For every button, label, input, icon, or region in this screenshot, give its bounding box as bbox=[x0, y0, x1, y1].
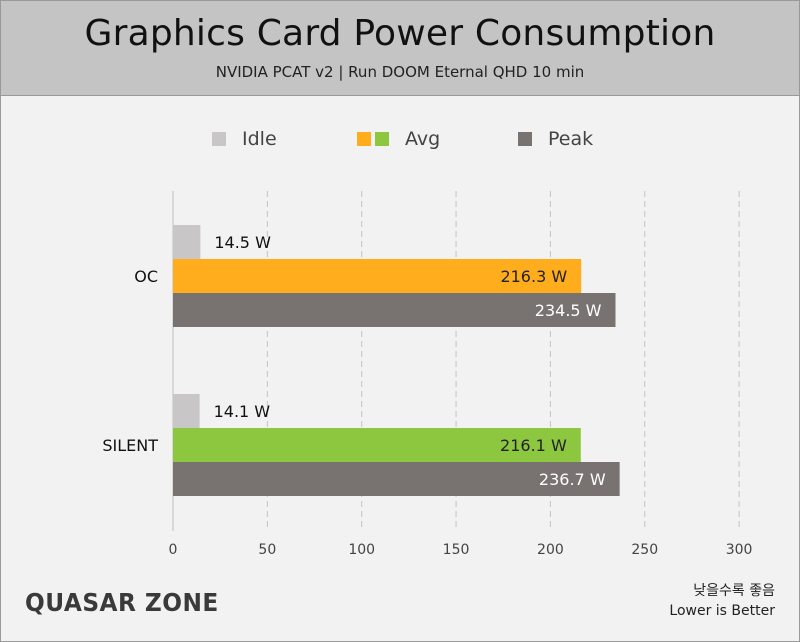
legend-avg-swatch-orange bbox=[357, 132, 371, 146]
bar-avg bbox=[173, 259, 582, 293]
legend-idle-swatch bbox=[212, 132, 226, 146]
legend-peak: Peak bbox=[518, 128, 593, 150]
legend-idle-label: Idle bbox=[242, 128, 277, 150]
legend-idle: Idle bbox=[212, 128, 277, 150]
bar-peak bbox=[173, 293, 616, 327]
legend-avg-swatch-green bbox=[375, 132, 389, 146]
chart-header: Graphics Card Power Consumption NVIDIA P… bbox=[1, 1, 799, 96]
lower-is-better-note: 낮을수록 좋음 Lower is Better bbox=[669, 581, 775, 621]
bar-peak bbox=[173, 462, 620, 496]
bar-idle bbox=[173, 394, 200, 428]
note-english: Lower is Better bbox=[669, 603, 775, 619]
category-label: SILENT bbox=[102, 436, 158, 455]
legend-peak-swatch bbox=[518, 132, 532, 146]
bar-avg bbox=[173, 428, 581, 462]
bar-chart: 0 50 100 150 200 250 300 OC 14.5 W 216.3 W 234.5 W… bbox=[102, 191, 753, 558]
data-label: 236.7 W bbox=[539, 470, 606, 489]
legend-avg-label: Avg bbox=[405, 128, 441, 150]
data-label: 216.3 W bbox=[500, 267, 567, 286]
data-label: 216.1 W bbox=[500, 436, 567, 455]
x-tick-label: 100 bbox=[348, 542, 375, 558]
x-tick-label: 200 bbox=[537, 542, 564, 558]
x-tick-label: 150 bbox=[443, 542, 470, 558]
data-label: 234.5 W bbox=[535, 301, 602, 320]
x-tick-label: 50 bbox=[258, 542, 276, 558]
chart-title: Graphics Card Power Consumption bbox=[84, 13, 716, 54]
quasarzone-logo: QUASAR ZONE bbox=[25, 588, 219, 617]
chart-subtitle: NVIDIA PCAT v2 | Run DOOM Eternal QHD 10… bbox=[215, 63, 585, 81]
data-label: 14.5 W bbox=[214, 233, 271, 252]
bar-idle bbox=[173, 225, 201, 259]
note-korean: 낮을수록 좋음 bbox=[693, 583, 775, 599]
x-tick-label: 0 bbox=[169, 542, 178, 558]
data-label: 14.1 W bbox=[214, 402, 271, 421]
x-tick-label: 250 bbox=[631, 542, 658, 558]
legend-peak-label: Peak bbox=[548, 128, 594, 150]
brand-text: QUASAR ZONE bbox=[25, 588, 219, 617]
x-tick-label: 300 bbox=[726, 542, 753, 558]
legend-avg: Avg bbox=[357, 128, 440, 150]
category-label: OC bbox=[134, 267, 158, 286]
